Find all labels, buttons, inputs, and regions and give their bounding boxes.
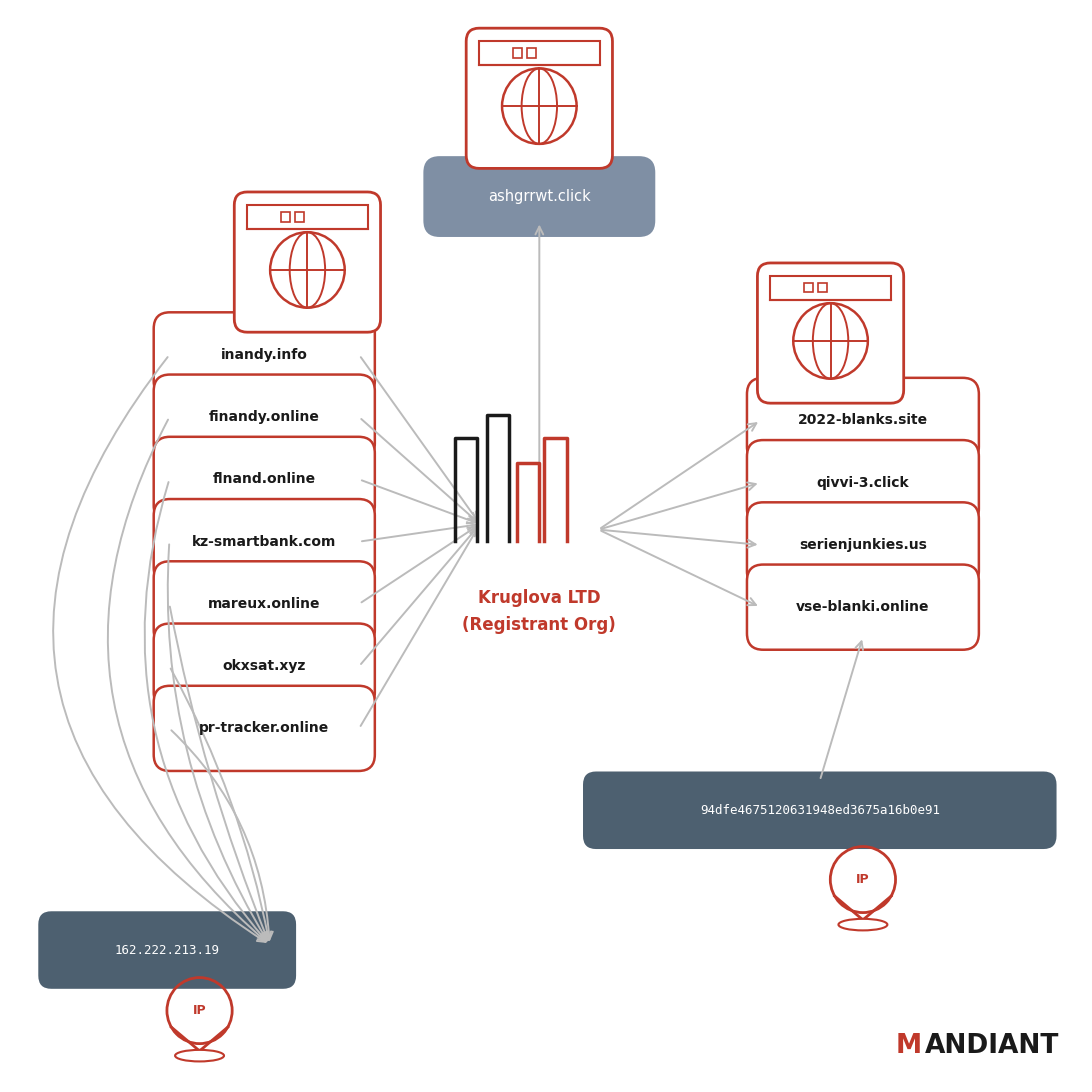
Text: inandy.info: inandy.info: [221, 348, 308, 361]
FancyBboxPatch shape: [235, 192, 380, 332]
FancyBboxPatch shape: [154, 561, 375, 646]
Text: Kruglova LTD
(Registrant Org): Kruglova LTD (Registrant Org): [462, 590, 616, 633]
Text: mareux.online: mareux.online: [207, 597, 321, 610]
Text: kz-smartbank.com: kz-smartbank.com: [192, 535, 336, 548]
Text: ANDIANT: ANDIANT: [925, 1033, 1059, 1059]
FancyBboxPatch shape: [295, 212, 305, 222]
FancyBboxPatch shape: [747, 440, 978, 525]
Text: vse-blanki.online: vse-blanki.online: [796, 601, 929, 614]
Text: IP: IP: [192, 1005, 206, 1017]
FancyBboxPatch shape: [527, 48, 536, 58]
Text: okxsat.xyz: okxsat.xyz: [223, 660, 306, 673]
FancyBboxPatch shape: [758, 263, 904, 403]
FancyBboxPatch shape: [38, 911, 296, 989]
FancyBboxPatch shape: [818, 283, 828, 293]
Ellipse shape: [839, 918, 888, 930]
FancyBboxPatch shape: [424, 156, 655, 237]
Text: flnand.online: flnand.online: [213, 473, 316, 486]
FancyBboxPatch shape: [154, 375, 375, 460]
Text: ashgrrwt.click: ashgrrwt.click: [488, 189, 591, 204]
Text: finandy.online: finandy.online: [209, 411, 320, 424]
Text: pr-tracker.online: pr-tracker.online: [199, 722, 330, 735]
FancyBboxPatch shape: [513, 48, 522, 58]
FancyBboxPatch shape: [281, 212, 290, 222]
FancyBboxPatch shape: [154, 624, 375, 709]
FancyBboxPatch shape: [154, 437, 375, 522]
FancyBboxPatch shape: [747, 378, 978, 463]
Bar: [770, 276, 891, 299]
Text: qivvi-3.click: qivvi-3.click: [817, 476, 910, 489]
FancyBboxPatch shape: [747, 565, 978, 650]
FancyBboxPatch shape: [466, 28, 613, 168]
Ellipse shape: [175, 1049, 224, 1061]
Text: M: M: [895, 1033, 922, 1059]
Bar: [479, 41, 600, 64]
Text: 94dfe4675120631948ed3675a16b0e91: 94dfe4675120631948ed3675a16b0e91: [700, 804, 940, 817]
Text: IP: IP: [856, 874, 869, 886]
FancyBboxPatch shape: [747, 502, 978, 587]
Text: 2022-blanks.site: 2022-blanks.site: [798, 414, 928, 427]
FancyBboxPatch shape: [154, 499, 375, 584]
Text: 162.222.213.19: 162.222.213.19: [115, 943, 219, 957]
Text: serienjunkies.us: serienjunkies.us: [799, 538, 927, 551]
FancyBboxPatch shape: [154, 686, 375, 771]
FancyBboxPatch shape: [583, 771, 1057, 850]
FancyBboxPatch shape: [804, 283, 814, 293]
FancyBboxPatch shape: [154, 312, 375, 397]
Bar: [247, 205, 368, 228]
